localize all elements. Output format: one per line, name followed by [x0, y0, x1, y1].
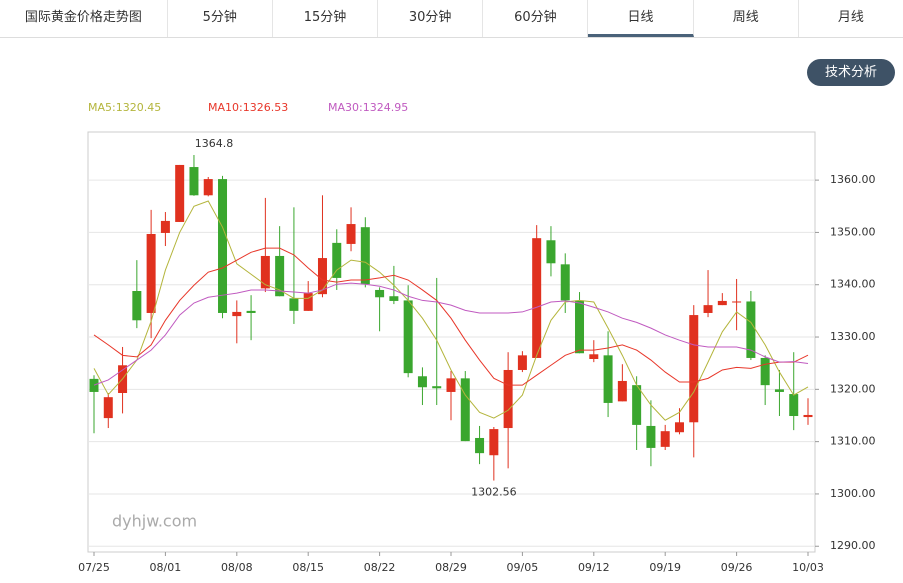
candle-body [432, 386, 442, 389]
candle-body [703, 305, 713, 313]
candle-body [646, 425, 656, 448]
candle-body [375, 289, 385, 298]
candle-body [389, 296, 399, 301]
tab[interactable]: 月线 [837, 10, 864, 25]
candle-body [803, 414, 813, 418]
y-tick-label: 1320.00 [830, 382, 876, 395]
x-tick-label: 08/08 [221, 561, 253, 574]
candle-body [632, 385, 642, 425]
candle-body [475, 437, 485, 454]
tab[interactable]: 15分钟 [273, 0, 379, 37]
watermark: dyhjw.com [112, 512, 197, 531]
y-tick-label: 1330.00 [830, 330, 876, 343]
candle-body [203, 179, 213, 196]
candle-body [103, 397, 113, 419]
candle-body [89, 378, 99, 392]
candle-body [589, 354, 599, 359]
ma-line [93, 282, 809, 386]
candle-body [503, 369, 513, 429]
candle-body [218, 179, 228, 313]
candle-body [332, 242, 342, 278]
x-tick-label: 07/25 [78, 561, 110, 574]
analysis-button[interactable]: 技术分析 [807, 59, 895, 86]
candle-body [146, 233, 156, 313]
y-tick-label: 1350.00 [830, 225, 876, 238]
candle-body [517, 355, 527, 370]
max-annotation: 1364.8 [195, 137, 234, 150]
candle-body [175, 164, 185, 222]
x-tick-label: 09/05 [507, 561, 539, 574]
candle-body [360, 227, 370, 285]
tab[interactable]: 30分钟 [378, 0, 484, 37]
min-annotation: 1302.56 [471, 486, 517, 499]
candle-body [317, 258, 327, 295]
candle-body [260, 255, 270, 289]
candle-body [603, 355, 613, 403]
candle-body [446, 378, 456, 392]
y-tick-label: 1340.00 [830, 278, 876, 291]
candle-body [275, 255, 285, 297]
x-tick-label: 09/26 [721, 561, 753, 574]
candle-body [532, 238, 542, 358]
candle-body [660, 431, 670, 447]
candle-body [289, 298, 299, 311]
candle-body [760, 357, 770, 386]
tab[interactable]: 周线 [694, 0, 799, 37]
tab: 国际黄金价格走势图 [0, 0, 168, 37]
candle-body [546, 240, 556, 264]
candle-body [560, 264, 570, 301]
candle-body [674, 422, 684, 433]
x-tick-label: 09/19 [649, 561, 681, 574]
x-tick-label: 08/29 [435, 561, 467, 574]
ma-line [93, 247, 809, 386]
candle-body [732, 301, 742, 303]
x-tick-label: 08/22 [364, 561, 396, 574]
y-tick-label: 1300.00 [830, 487, 876, 500]
candle-body [617, 380, 627, 402]
candle-body [189, 167, 199, 196]
candle-body [789, 394, 799, 417]
candle-body [460, 378, 470, 442]
candle-body [160, 220, 170, 233]
candle-body [303, 293, 313, 311]
ma-line [93, 200, 809, 421]
candle-body [746, 301, 756, 358]
candle-body [575, 300, 585, 354]
y-tick-label: 1290.00 [830, 539, 876, 552]
candle-body [417, 376, 427, 388]
tab[interactable]: 日线 [588, 0, 694, 37]
candle-body [346, 224, 356, 244]
x-tick-label: 10/03 [792, 561, 824, 574]
candle-body [246, 310, 256, 313]
candle-body [689, 315, 699, 423]
legend-entry: MA10:1326.53 [208, 101, 288, 114]
x-tick-label: 09/12 [578, 561, 610, 574]
legend-entry: MA30:1324.95 [328, 101, 408, 114]
x-tick-label: 08/15 [292, 561, 324, 574]
tab-bar: 国际黄金价格走势图 5分钟 15分钟 30分钟 60分钟 日线 周线 月线 [0, 0, 903, 38]
candle-body [132, 291, 142, 321]
tab[interactable]: 5分钟 [168, 0, 273, 37]
candle-body [489, 429, 499, 456]
legend-entry: MA5:1320.45 [88, 101, 161, 114]
candle-body [403, 300, 413, 374]
x-tick-label: 08/01 [150, 561, 182, 574]
y-tick-label: 1360.00 [830, 173, 876, 186]
tab[interactable]: 60分钟 [483, 0, 589, 37]
candle-body [774, 389, 784, 392]
candle-body [717, 300, 727, 306]
candle-body [232, 311, 242, 317]
y-tick-label: 1310.00 [830, 435, 876, 448]
